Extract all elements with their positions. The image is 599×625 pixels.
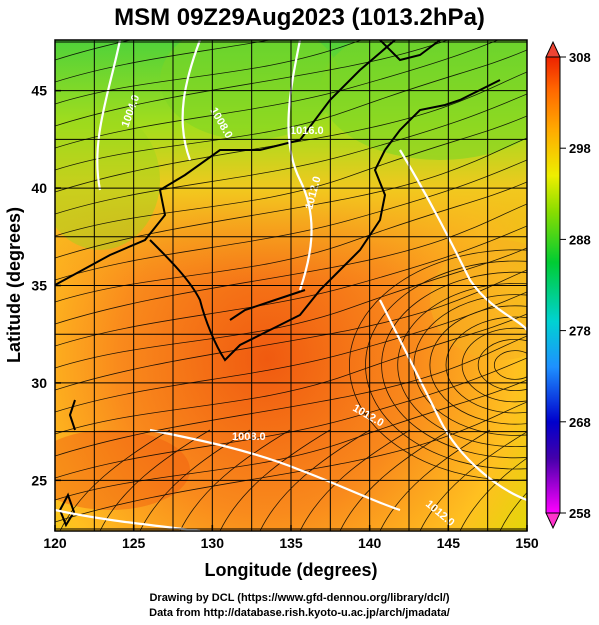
streamline <box>459 457 527 531</box>
streamline <box>179 429 291 531</box>
wind-streamlines <box>55 40 527 531</box>
colorbar-tick-label: 258 <box>569 506 591 521</box>
y-tick-label: 45 <box>31 83 47 99</box>
streamline <box>55 357 527 479</box>
streamline <box>139 429 251 531</box>
colorbar-tick-label: 278 <box>569 324 591 339</box>
x-tick-label: 145 <box>437 535 461 551</box>
temperature-field: 1004.0 1008.0 1016.0 1012.0 1012.0 1008.… <box>55 40 527 531</box>
x-tick-label: 140 <box>358 535 382 551</box>
streamline <box>55 247 527 369</box>
x-tick-label: 150 <box>515 535 539 551</box>
streamline <box>99 429 211 531</box>
cyclonic-streamline <box>429 305 527 425</box>
coastlines <box>55 40 501 528</box>
x-axis-ticks: 120 125 130 135 140 145 150 <box>43 525 539 551</box>
streamline <box>55 40 449 127</box>
streamline <box>55 40 363 105</box>
streamline <box>55 225 527 347</box>
streamline <box>55 40 272 83</box>
lat-lon-grid <box>55 40 527 531</box>
y-tick-label: 30 <box>31 375 47 391</box>
credit-drawing: Drawing by DCL (https://www.gfd-dennou.o… <box>149 592 450 604</box>
streamline <box>55 335 527 457</box>
streamline <box>259 429 371 531</box>
colorbar-tick-label: 268 <box>569 415 591 430</box>
streamline <box>55 93 527 215</box>
streamline <box>55 203 527 325</box>
streamline <box>499 492 527 531</box>
colorbar-tick-label: 308 <box>569 50 591 65</box>
cyclonic-streamline <box>365 260 527 470</box>
x-axis-label: Longitude (degrees) <box>204 560 377 580</box>
cyclonic-streamline <box>493 350 527 380</box>
streamline <box>419 431 527 531</box>
cyclonic-streamline <box>445 316 527 414</box>
streamline <box>55 313 527 435</box>
streamline <box>339 429 451 531</box>
x-tick-label: 125 <box>122 535 146 551</box>
colorbar: 258 268 278 288 298 308 <box>545 40 591 530</box>
x-tick-label: 130 <box>201 535 225 551</box>
x-tick-label: 120 <box>43 535 67 551</box>
streamline <box>379 429 491 531</box>
streamline <box>55 71 527 193</box>
y-tick-label: 35 <box>31 278 47 294</box>
cyclonic-streamline <box>381 271 527 459</box>
streamline <box>219 429 331 531</box>
streamline <box>55 115 527 237</box>
cyclonic-streamline <box>461 327 527 403</box>
streamline <box>299 429 411 531</box>
y-tick-label: 40 <box>31 180 47 196</box>
colorbar-tick-label: 298 <box>569 141 591 156</box>
streamline <box>55 49 527 171</box>
isobar-label: 1016.0 <box>290 125 324 137</box>
colorbar-tick-label: 288 <box>569 232 591 247</box>
y-axis-ticks: 25 30 35 40 45 <box>31 83 61 488</box>
x-tick-label: 135 <box>279 535 303 551</box>
y-tick-label: 25 <box>31 472 47 488</box>
cyclonic-streamline <box>397 283 527 447</box>
streamline <box>55 40 500 149</box>
streamline <box>55 379 527 501</box>
colorbar-min-arrow <box>545 512 561 530</box>
colorbar-max-arrow <box>545 40 561 58</box>
streamline <box>55 159 527 281</box>
streamline <box>55 181 527 303</box>
cyclonic-streamline <box>477 339 527 391</box>
credit-data-source: Data from http://database.rish.kyoto-u.a… <box>149 607 450 619</box>
cyclonic-streamline <box>413 294 527 436</box>
colorbar-scale <box>545 56 561 514</box>
streamline <box>59 429 171 531</box>
map-title: MSM 09Z29Aug2023 (1013.2hPa) <box>114 4 485 31</box>
isobar-label: 1008.0 <box>232 431 266 443</box>
y-axis-label: Latitude (degrees) <box>4 207 24 363</box>
streamline <box>55 401 527 523</box>
